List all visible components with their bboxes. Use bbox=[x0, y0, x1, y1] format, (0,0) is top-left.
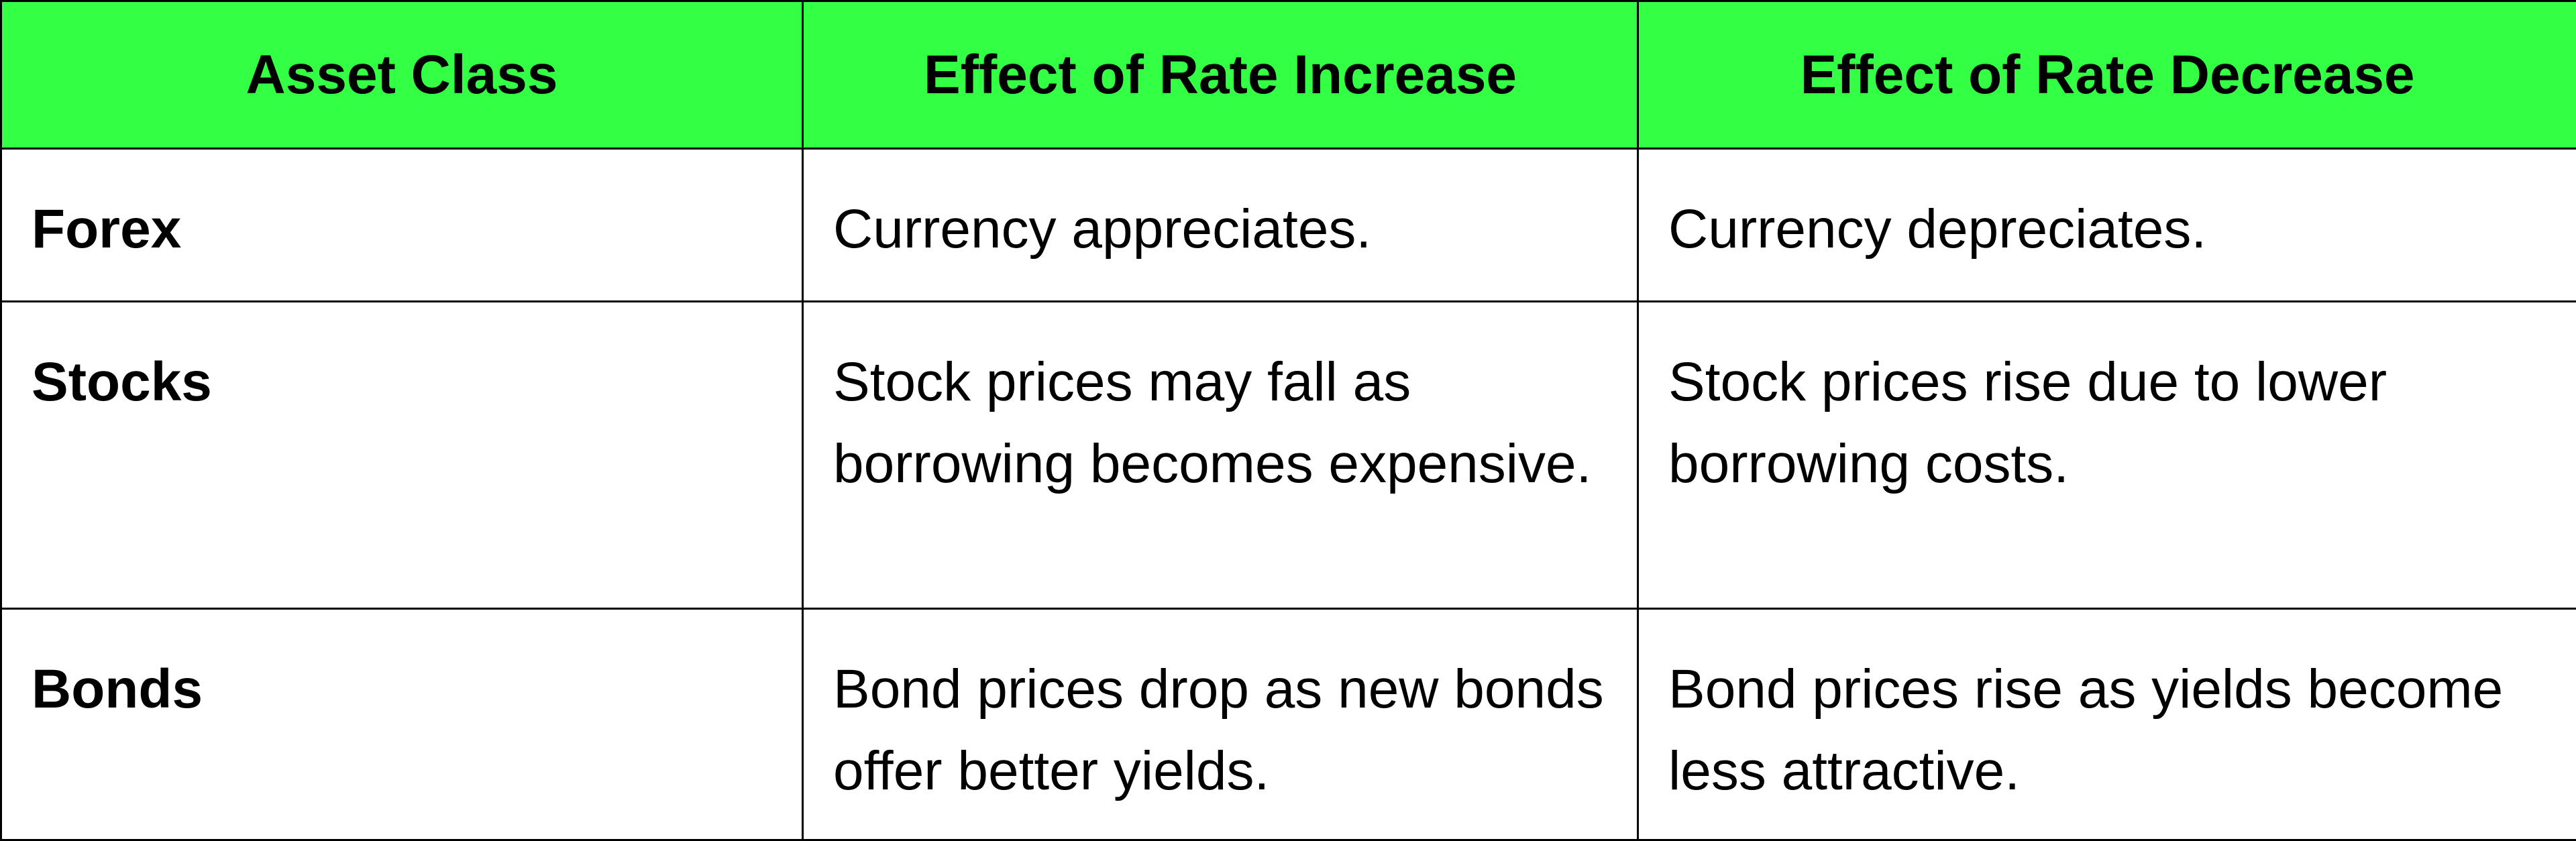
asset-class-cell: Bonds bbox=[1, 609, 803, 840]
table-row: Bonds Bond prices drop as new bonds offe… bbox=[1, 609, 2576, 840]
table-row: Forex Currency appreciates. Currency dep… bbox=[1, 149, 2576, 302]
header-rate-decrease: Effect of Rate Decrease bbox=[1638, 1, 2576, 149]
rate-increase-cell: Currency appreciates. bbox=[803, 149, 1638, 302]
asset-class-cell: Stocks bbox=[1, 302, 803, 609]
table-row: Stocks Stock prices may fall as borrowin… bbox=[1, 302, 2576, 609]
header-row: Asset Class Effect of Rate Increase Effe… bbox=[1, 1, 2576, 149]
header-rate-increase: Effect of Rate Increase bbox=[803, 1, 1638, 149]
rate-increase-cell: Bond prices drop as new bonds offer bett… bbox=[803, 609, 1638, 840]
table-body: Forex Currency appreciates. Currency dep… bbox=[1, 149, 2576, 840]
table-header: Asset Class Effect of Rate Increase Effe… bbox=[1, 1, 2576, 149]
header-asset-class: Asset Class bbox=[1, 1, 803, 149]
asset-class-cell: Forex bbox=[1, 149, 803, 302]
rate-decrease-cell: Stock prices rise due to lower borrowing… bbox=[1638, 302, 2576, 609]
rate-decrease-cell: Currency depreciates. bbox=[1638, 149, 2576, 302]
rate-increase-cell: Stock prices may fall as borrowing becom… bbox=[803, 302, 1638, 609]
rate-decrease-cell: Bond prices rise as yields become less a… bbox=[1638, 609, 2576, 840]
